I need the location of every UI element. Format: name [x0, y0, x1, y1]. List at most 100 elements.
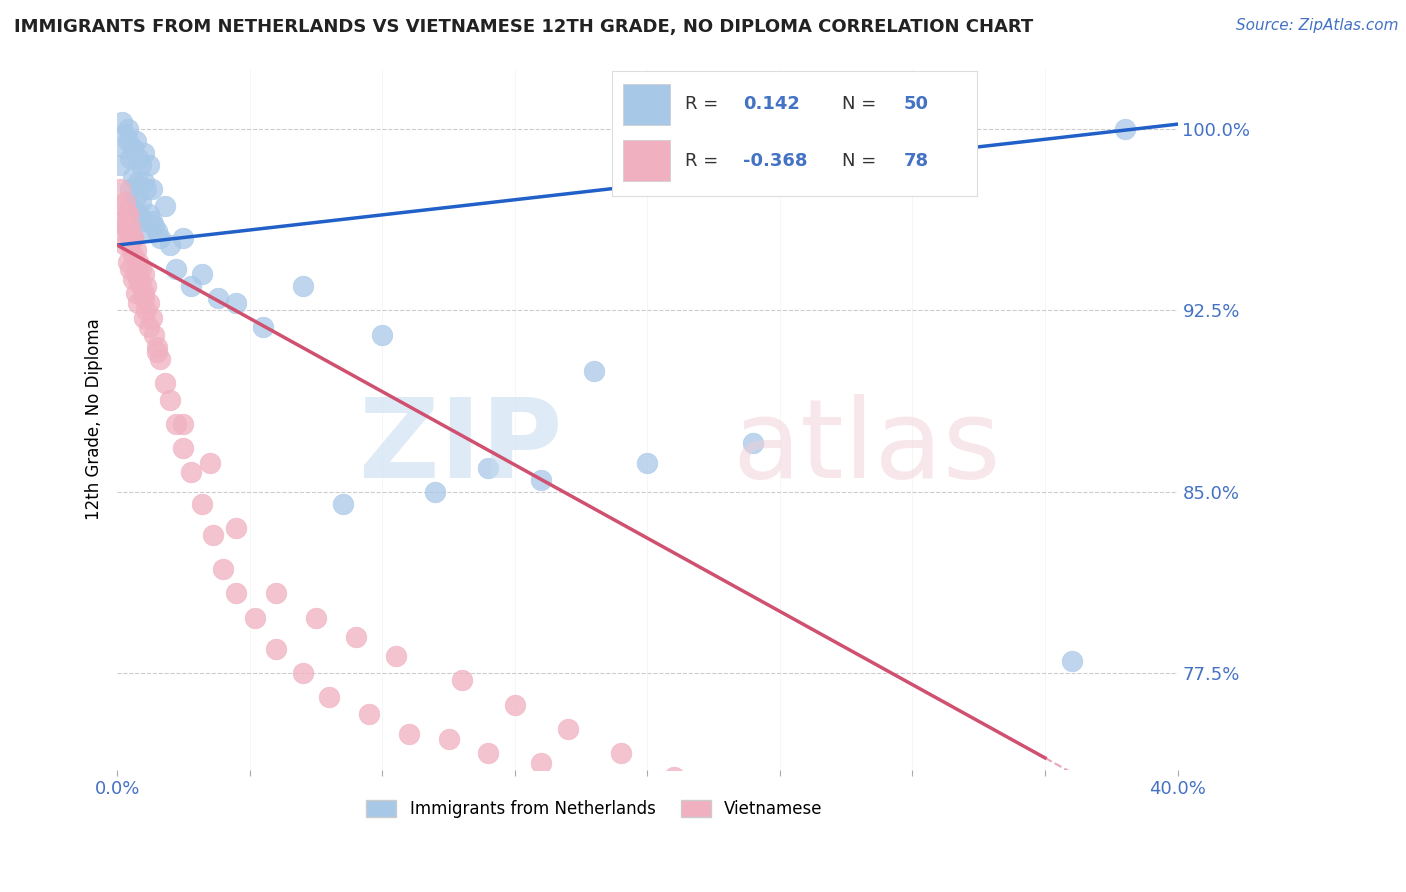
Point	[198, 456, 221, 470]
Text: IMMIGRANTS FROM NETHERLANDS VS VIETNAMESE 12TH GRADE, NO DIPLOMA CORRELATION CHA: IMMIGRANTS FROM NETHERLANDS VS VIETNAMES…	[14, 18, 1033, 36]
Point	[114, 141, 136, 155]
Point	[127, 272, 149, 286]
Point	[108, 199, 131, 213]
Point	[141, 214, 163, 228]
Point	[153, 199, 176, 213]
Point	[129, 194, 152, 209]
Text: Source: ZipAtlas.com: Source: ZipAtlas.com	[1236, 18, 1399, 33]
Point	[132, 214, 155, 228]
Point	[135, 279, 157, 293]
Point	[117, 134, 139, 148]
Point	[108, 158, 131, 172]
Point	[264, 586, 287, 600]
Point	[125, 286, 148, 301]
Text: R =: R =	[685, 95, 730, 113]
Point	[583, 364, 606, 378]
Point	[141, 310, 163, 325]
Point	[122, 231, 145, 245]
Point	[291, 666, 314, 681]
Point	[332, 497, 354, 511]
Point	[201, 528, 224, 542]
Text: -0.368: -0.368	[744, 152, 807, 169]
Point	[127, 151, 149, 165]
Point	[636, 787, 658, 801]
Point	[125, 267, 148, 281]
Point	[127, 296, 149, 310]
Point	[122, 170, 145, 185]
Point	[1114, 122, 1136, 136]
Point	[901, 853, 924, 867]
Text: R =: R =	[685, 152, 724, 169]
Point	[848, 843, 870, 857]
Text: N =: N =	[842, 152, 882, 169]
Point	[125, 134, 148, 148]
Point	[127, 175, 149, 189]
Point	[398, 727, 420, 741]
Text: atlas: atlas	[733, 393, 1001, 500]
Point	[318, 690, 340, 705]
Text: 50: 50	[904, 95, 929, 113]
Point	[120, 199, 142, 213]
Point	[120, 151, 142, 165]
Point	[371, 327, 394, 342]
Point	[117, 255, 139, 269]
Point	[503, 698, 526, 712]
Point	[117, 207, 139, 221]
Point	[111, 114, 134, 128]
Point	[132, 310, 155, 325]
Point	[159, 238, 181, 252]
Point	[716, 794, 738, 808]
Point	[477, 460, 499, 475]
Point	[146, 344, 169, 359]
Point	[122, 272, 145, 286]
Point	[264, 642, 287, 657]
Point	[132, 146, 155, 161]
Point	[138, 320, 160, 334]
Point	[127, 262, 149, 277]
Point	[122, 231, 145, 245]
Point	[138, 207, 160, 221]
Point	[165, 262, 187, 277]
Point	[530, 756, 553, 770]
FancyBboxPatch shape	[623, 84, 671, 125]
Point	[120, 219, 142, 233]
Point	[243, 610, 266, 624]
Point	[796, 828, 818, 842]
Point	[129, 158, 152, 172]
Point	[127, 255, 149, 269]
Point	[141, 182, 163, 196]
Point	[138, 158, 160, 172]
Text: N =: N =	[842, 95, 882, 113]
Point	[450, 673, 472, 688]
Point	[120, 238, 142, 252]
Point	[425, 484, 447, 499]
Legend: Immigrants from Netherlands, Vietnamese: Immigrants from Netherlands, Vietnamese	[360, 793, 830, 825]
Point	[742, 819, 765, 833]
Point	[114, 219, 136, 233]
Point	[111, 224, 134, 238]
Point	[225, 586, 247, 600]
Point	[252, 320, 274, 334]
Point	[305, 610, 328, 624]
Point	[129, 279, 152, 293]
Point	[122, 248, 145, 262]
Point	[149, 351, 172, 366]
Point	[477, 746, 499, 760]
Point	[153, 376, 176, 390]
Text: ZIP: ZIP	[359, 393, 562, 500]
Point	[132, 291, 155, 305]
Point	[191, 267, 214, 281]
Point	[117, 207, 139, 221]
Point	[135, 303, 157, 318]
Y-axis label: 12th Grade, No Diploma: 12th Grade, No Diploma	[86, 318, 103, 520]
Point	[583, 775, 606, 789]
Point	[132, 286, 155, 301]
Point	[1060, 654, 1083, 668]
Point	[172, 231, 194, 245]
Point	[108, 182, 131, 196]
Point	[172, 442, 194, 456]
Point	[114, 127, 136, 141]
Point	[146, 224, 169, 238]
Text: 0.142: 0.142	[744, 95, 800, 113]
Point	[125, 190, 148, 204]
